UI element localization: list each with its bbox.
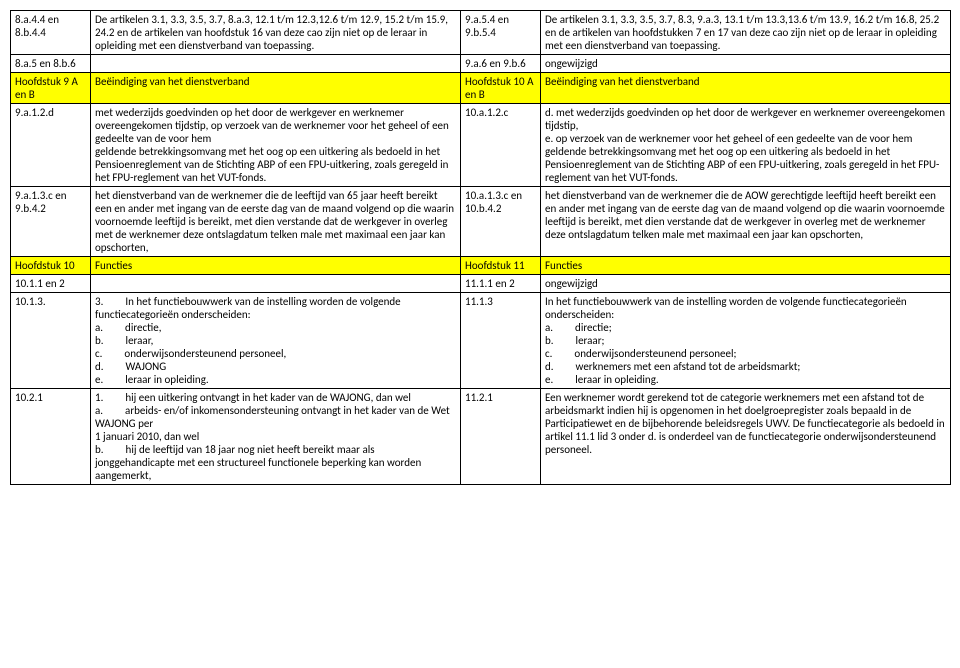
table-cell: 11.1.3 bbox=[461, 293, 541, 389]
table-cell: ongewijzigd bbox=[541, 275, 951, 293]
table-row: 10.1.1 en 2 11.1.1 en 2ongewijzigd bbox=[11, 275, 951, 293]
table-row: 9.a.1.2.dmet wederzijds goedvinden op he… bbox=[11, 104, 951, 187]
table-cell: d. met wederzijds goedvinden op het door… bbox=[541, 104, 951, 187]
table-cell: met wederzijds goedvinden op het door de… bbox=[91, 104, 461, 187]
table-row: 10.2.11. hij een uitkering ontvangt in h… bbox=[11, 389, 951, 485]
table-cell: Beëindiging van het dienstverband bbox=[91, 73, 461, 104]
table-cell: 9.a.5.4 en 9.b.5.4 bbox=[461, 11, 541, 55]
table-cell: het dienstverband van de werknemer die d… bbox=[541, 187, 951, 257]
table-cell: Een werknemer wordt gerekend tot de cate… bbox=[541, 389, 951, 485]
table-cell: Functies bbox=[91, 257, 461, 275]
table-cell: 9.a.6 en 9.b.6 bbox=[461, 55, 541, 73]
table-cell: De artikelen 3.1, 3.3, 3.5, 3.7, 8.3, 9.… bbox=[541, 11, 951, 55]
table-row: 9.a.1.3.c en 9.b.4.2het dienstverband va… bbox=[11, 187, 951, 257]
table-cell: Beëindiging van het dienstverband bbox=[541, 73, 951, 104]
table-cell: Hoofdstuk 10 bbox=[11, 257, 91, 275]
table-cell bbox=[91, 55, 461, 73]
table-cell: 3. In het functiebouwwerk van de instell… bbox=[91, 293, 461, 389]
table-cell: 9.a.1.3.c en 9.b.4.2 bbox=[11, 187, 91, 257]
table-cell: Hoofdstuk 9 A en B bbox=[11, 73, 91, 104]
table-cell: 8.a.4.4 en 8.b.4.4 bbox=[11, 11, 91, 55]
table-cell bbox=[91, 275, 461, 293]
table-cell: De artikelen 3.1, 3.3, 3.5, 3.7, 8.a.3, … bbox=[91, 11, 461, 55]
table-cell: In het functiebouwwerk van de instelling… bbox=[541, 293, 951, 389]
table-cell: 10.a.1.2.c bbox=[461, 104, 541, 187]
table-cell: 10.1.3. bbox=[11, 293, 91, 389]
table-cell: Hoofdstuk 11 bbox=[461, 257, 541, 275]
comparison-table: 8.a.4.4 en 8.b.4.4De artikelen 3.1, 3.3,… bbox=[10, 10, 951, 485]
table-cell: 1. hij een uitkering ontvangt in het kad… bbox=[91, 389, 461, 485]
table-cell: 10.2.1 bbox=[11, 389, 91, 485]
table-row: 10.1.3.3. In het functiebouwwerk van de … bbox=[11, 293, 951, 389]
table-row: Hoofdstuk 9 A en BBeëindiging van het di… bbox=[11, 73, 951, 104]
table-cell: 9.a.1.2.d bbox=[11, 104, 91, 187]
table-cell: Hoofdstuk 10 A en B bbox=[461, 73, 541, 104]
table-cell: ongewijzigd bbox=[541, 55, 951, 73]
table-cell: 11.2.1 bbox=[461, 389, 541, 485]
table-row: 8.a.4.4 en 8.b.4.4De artikelen 3.1, 3.3,… bbox=[11, 11, 951, 55]
table-cell: 8.a.5 en 8.b.6 bbox=[11, 55, 91, 73]
table-cell: 10.a.1.3.c en 10.b.4.2 bbox=[461, 187, 541, 257]
table-row: Hoofdstuk 10FunctiesHoofdstuk 11Functies bbox=[11, 257, 951, 275]
table-cell: het dienstverband van de werknemer die d… bbox=[91, 187, 461, 257]
table-cell: 10.1.1 en 2 bbox=[11, 275, 91, 293]
table-row: 8.a.5 en 8.b.6 9.a.6 en 9.b.6ongewijzigd bbox=[11, 55, 951, 73]
table-cell: Functies bbox=[541, 257, 951, 275]
table-cell: 11.1.1 en 2 bbox=[461, 275, 541, 293]
